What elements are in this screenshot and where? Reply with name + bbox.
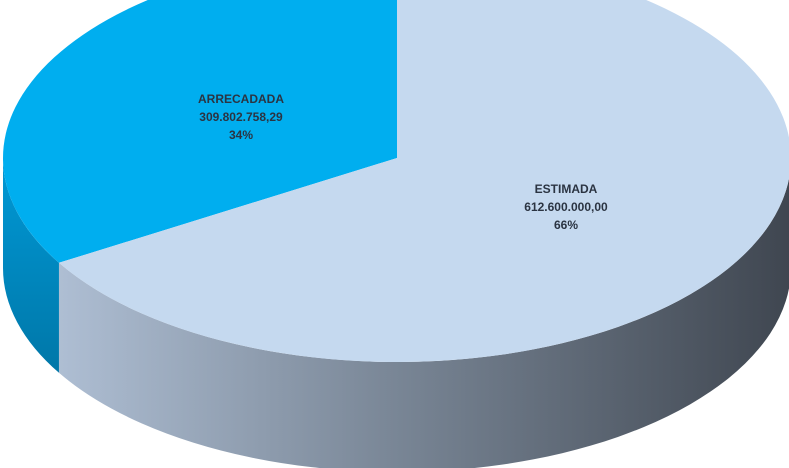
slice-side-estimada	[58, 178, 789, 468]
slice-label-estimada-value: 612.600.000,00	[524, 200, 608, 214]
slice-estimada[interactable]	[58, 0, 789, 362]
slice-label-arrecadada-value: 309.802.758,29	[199, 110, 283, 124]
slice-side-arrecadada	[2, 158, 59, 373]
slice-label-estimada: ESTIMADA 612.600.000,00 66%	[524, 182, 608, 232]
slice-label-arrecadada: ARRECADADA 309.802.758,29 34%	[198, 92, 284, 142]
slice-label-estimada-percent: 66%	[554, 218, 578, 232]
slice-label-arrecadada-name: ARRECADADA	[198, 92, 284, 106]
slice-label-estimada-name: ESTIMADA	[535, 182, 598, 196]
slice-label-arrecadada-percent: 34%	[229, 128, 253, 142]
slice-arrecadada[interactable]	[2, 0, 397, 263]
